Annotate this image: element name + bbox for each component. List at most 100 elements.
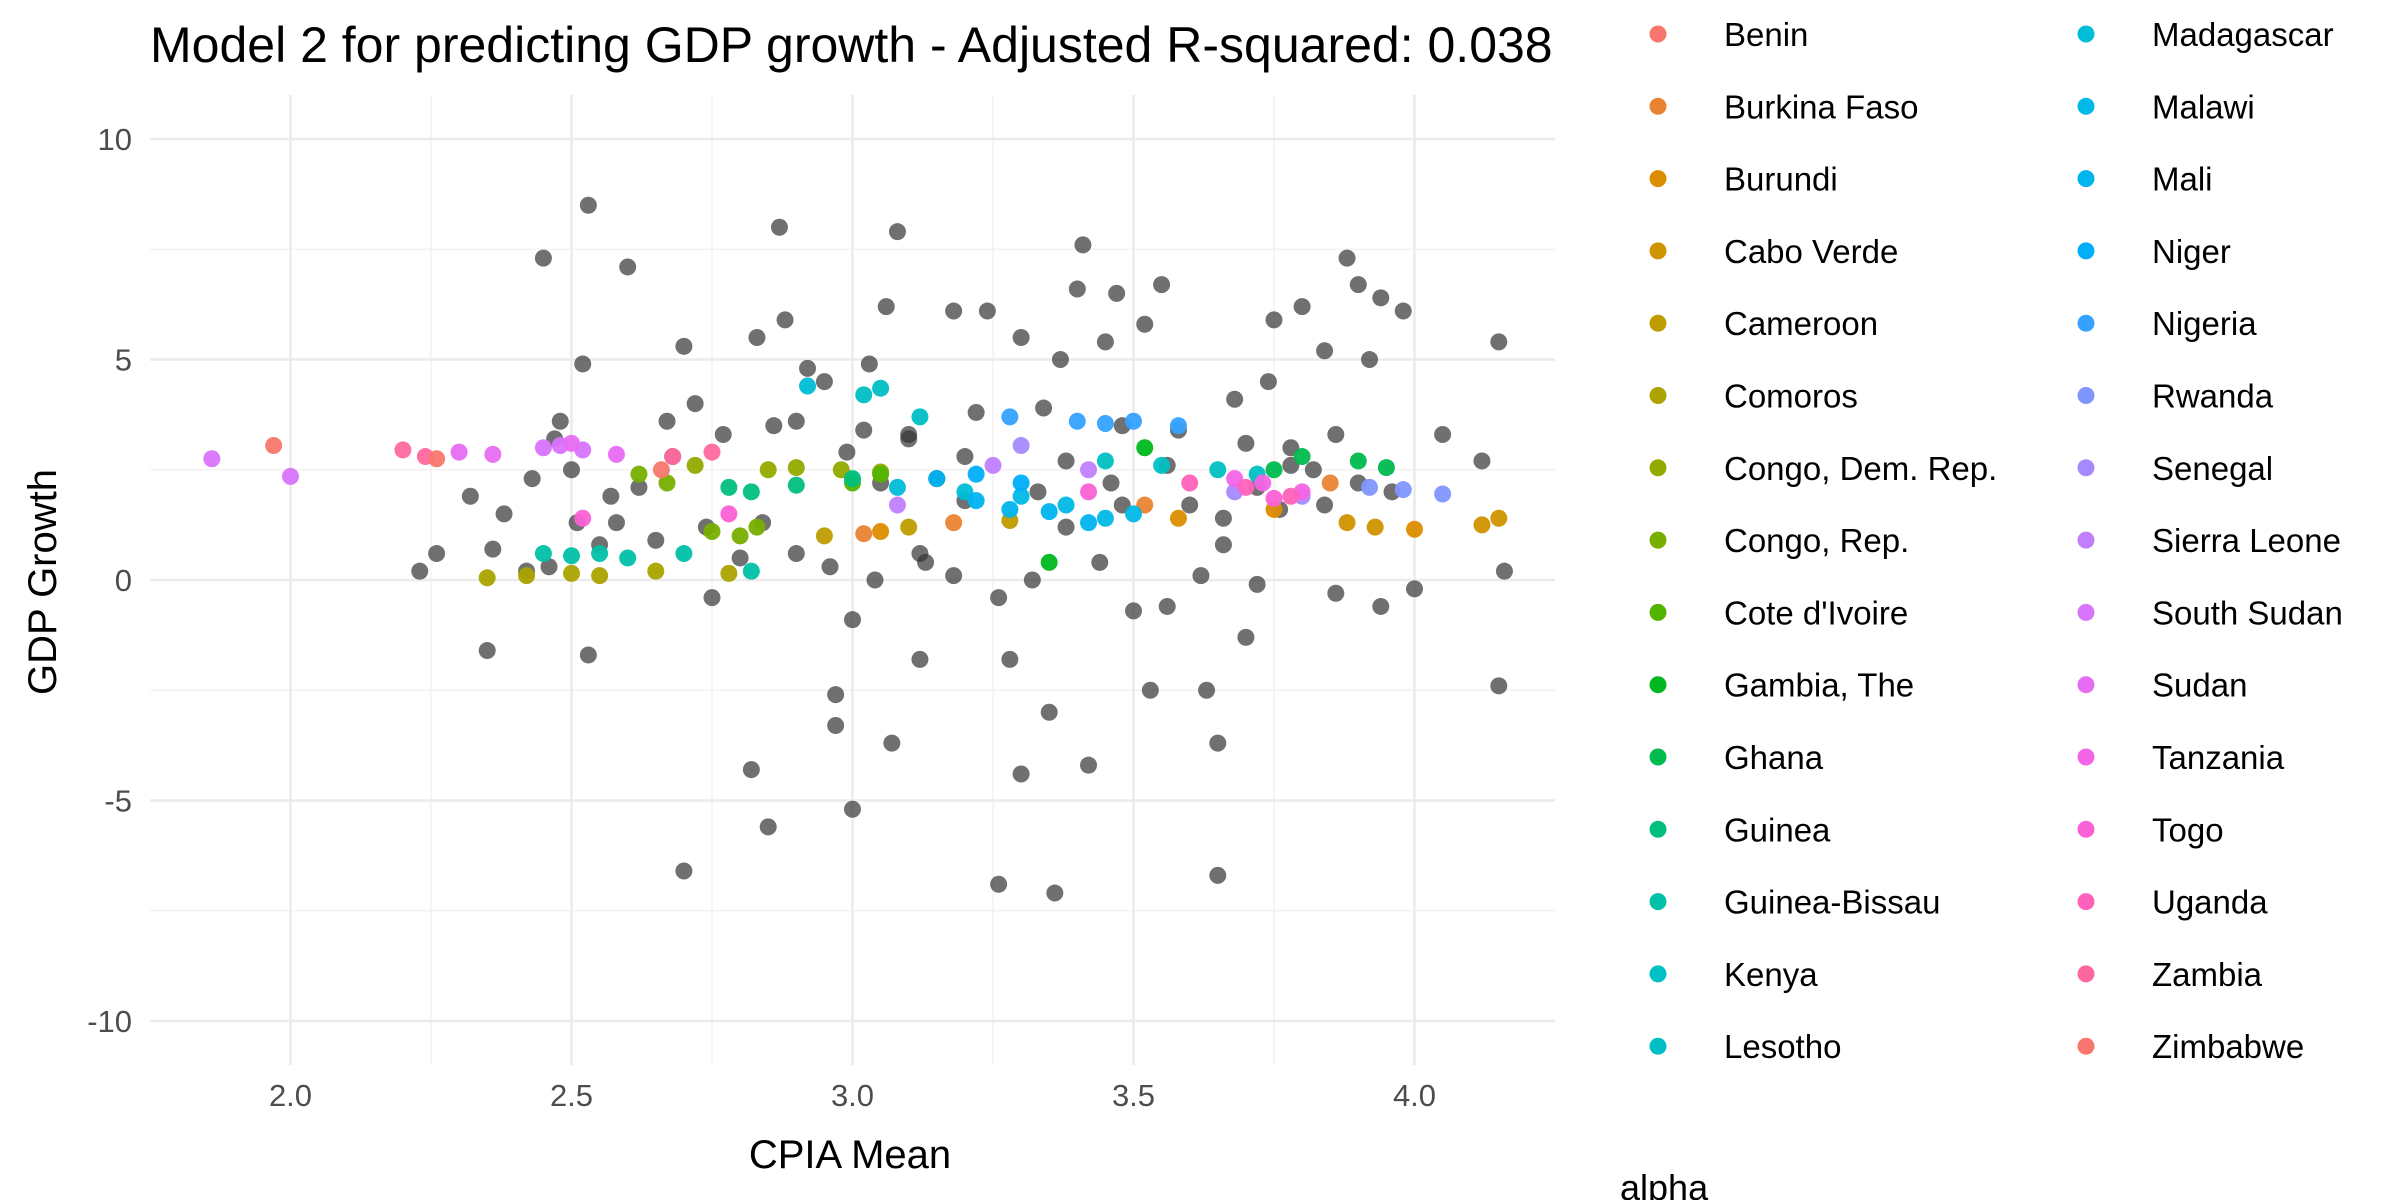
observed-point <box>776 311 794 329</box>
legend-label: Tanzania <box>2152 739 2285 776</box>
series-point <box>1366 518 1384 536</box>
legend-label: Guinea <box>1724 811 1831 848</box>
legend-key <box>1649 387 1667 404</box>
series-point <box>1394 481 1412 499</box>
legend-item: Uganda <box>2077 884 2268 921</box>
y-tick-label: 5 <box>115 343 132 378</box>
legend-key <box>1649 676 1667 694</box>
series-point <box>1080 483 1098 501</box>
series-point <box>872 379 890 397</box>
y-axis-ticks: -10 -5 0 5 10 <box>87 122 132 1039</box>
legend-item: Zambia <box>2077 956 2263 993</box>
legend-item: Ghana <box>1649 739 1824 776</box>
observed-point <box>1214 536 1232 554</box>
legend-item: Congo, Rep. <box>1649 522 1909 559</box>
legend-label: Niger <box>2152 233 2231 270</box>
x-tick-label: 2.5 <box>550 1078 593 1113</box>
observed-point <box>563 461 580 479</box>
observed-point <box>827 686 845 704</box>
observed-point <box>1074 236 1092 254</box>
series-point <box>1265 461 1283 479</box>
legend-key <box>1649 965 1667 983</box>
observed-point <box>534 249 552 267</box>
observed-point <box>1051 351 1069 369</box>
series-point <box>1057 496 1075 514</box>
legend-key <box>2077 314 2095 332</box>
observed-point <box>675 337 693 355</box>
observed-point <box>647 531 665 549</box>
legend-label: Cameroon <box>1724 305 1878 342</box>
legend-key <box>1649 314 1667 332</box>
observed-point <box>1473 452 1491 470</box>
observed-point <box>1372 597 1390 615</box>
x-tick-label: 4.0 <box>1393 1078 1436 1113</box>
series-point <box>1490 509 1508 527</box>
observed-point <box>799 359 817 377</box>
observed-point <box>1141 681 1159 699</box>
observed-point <box>1265 311 1283 329</box>
observed-point <box>1023 571 1041 589</box>
legend-item: Burundi <box>1649 161 1838 198</box>
series-point <box>720 505 738 523</box>
y-axis-title: GDP Growth <box>21 469 65 695</box>
observed-point <box>411 562 429 580</box>
series-point <box>1136 439 1154 457</box>
observed-point <box>759 818 777 836</box>
observed-point <box>815 373 833 391</box>
series-point <box>855 525 873 543</box>
legend-item: Cote d'Ivoire <box>1649 594 1908 631</box>
series-point <box>1040 503 1058 521</box>
legend-key <box>1649 459 1667 477</box>
legend-key <box>1649 97 1667 115</box>
series-point <box>1068 412 1086 430</box>
series-point <box>1406 520 1423 538</box>
series-point <box>900 518 918 536</box>
legend-key <box>2077 97 2095 115</box>
legend-label: Cote d'Ivoire <box>1724 594 1908 631</box>
observed-point <box>877 298 895 316</box>
legend-item: Zimbabwe <box>2077 1028 2304 1065</box>
observed-point <box>911 545 929 563</box>
observed-point <box>1327 584 1345 602</box>
observed-point <box>827 717 845 734</box>
observed-point <box>428 545 446 563</box>
legend-key <box>2077 603 2095 621</box>
observed-point <box>1198 681 1216 699</box>
legend-label: Uganda <box>2152 884 2268 921</box>
legend-key <box>1649 820 1667 838</box>
series-point <box>1153 456 1171 474</box>
observed-point <box>619 258 637 276</box>
x-axis-ticks: 2.0 2.5 3.0 3.5 4.0 <box>269 1078 1436 1113</box>
series-point <box>1096 452 1114 470</box>
series-point <box>630 465 648 483</box>
series-point <box>815 527 833 545</box>
observed-point <box>1181 496 1199 514</box>
observed-point <box>770 218 788 236</box>
series-point <box>619 549 637 567</box>
observed-point <box>1091 553 1109 571</box>
observed-point <box>860 355 878 373</box>
series-point <box>1282 487 1300 505</box>
observed-point <box>883 734 901 752</box>
observed-point <box>787 545 805 563</box>
x-tick-label: 3.5 <box>1112 1078 1155 1113</box>
observed-point <box>748 329 766 346</box>
observed-point <box>1057 452 1075 470</box>
observed-point <box>1434 426 1452 443</box>
series-point <box>563 547 580 565</box>
observed-point <box>630 478 648 496</box>
observed-point <box>478 642 496 660</box>
observed-point <box>866 571 884 589</box>
observed-point <box>945 567 963 585</box>
series-point <box>686 456 704 474</box>
series-point <box>591 567 609 585</box>
data-points <box>203 196 1513 902</box>
legend: Benin Burkina Faso Burundi Cabo Verde Camero… <box>1649 16 2343 1065</box>
series-point <box>787 476 805 494</box>
observed-point <box>1372 289 1390 307</box>
series-point <box>574 509 592 527</box>
series-point <box>1096 509 1114 527</box>
legend-key <box>2077 242 2095 260</box>
observed-point <box>1259 373 1277 391</box>
